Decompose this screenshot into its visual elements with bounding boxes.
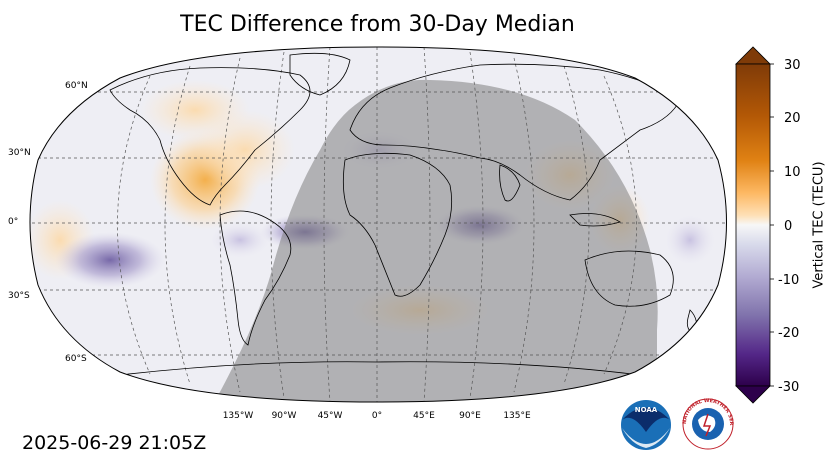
tec-field <box>30 47 727 402</box>
lon-label-45w: 45°W <box>318 411 343 421</box>
colorbar-label: Vertical TEC (TECU) <box>811 161 827 289</box>
graticule <box>30 47 727 402</box>
timestamp: 2025-06-29 21:05Z <box>22 432 207 454</box>
colorbar-tick-30: 30 <box>784 58 801 73</box>
lat-label-0: 0° <box>8 217 18 227</box>
colorbar-tick-10: 10 <box>784 165 801 180</box>
lat-label-30s: 30°S <box>8 291 30 301</box>
lon-label-90w: 90°W <box>272 411 297 421</box>
colorbar-tick-neg10: -10 <box>778 273 799 288</box>
noaa-logo: NOAA <box>621 400 671 450</box>
lat-label-30n: 30°N <box>8 148 31 158</box>
lon-label-135w: 135°W <box>223 411 254 421</box>
lat-label-60s: 60°S <box>65 354 87 364</box>
colorbar-tick-neg20: -20 <box>778 326 799 341</box>
lat-label-60n: 60°N <box>65 81 88 91</box>
night-shading <box>210 79 658 402</box>
coastlines <box>109 52 698 376</box>
noaa-logo-text: NOAA <box>635 406 658 414</box>
lon-label-90e: 90°E <box>459 411 481 421</box>
globe-outline <box>29 46 727 403</box>
lon-label-45e: 45°E <box>413 411 435 421</box>
chart-title: TEC Difference from 30-Day Median <box>180 12 575 37</box>
colorbar: 30 20 10 0 -10 -20 -30 <box>735 46 801 404</box>
colorbar-tick-20: 20 <box>784 111 801 126</box>
lon-label-0: 0° <box>372 411 382 421</box>
colorbar-tick-neg30: -30 <box>778 380 799 395</box>
lon-label-135e: 135°E <box>503 411 531 421</box>
colorbar-tick-0: 0 <box>784 219 792 234</box>
